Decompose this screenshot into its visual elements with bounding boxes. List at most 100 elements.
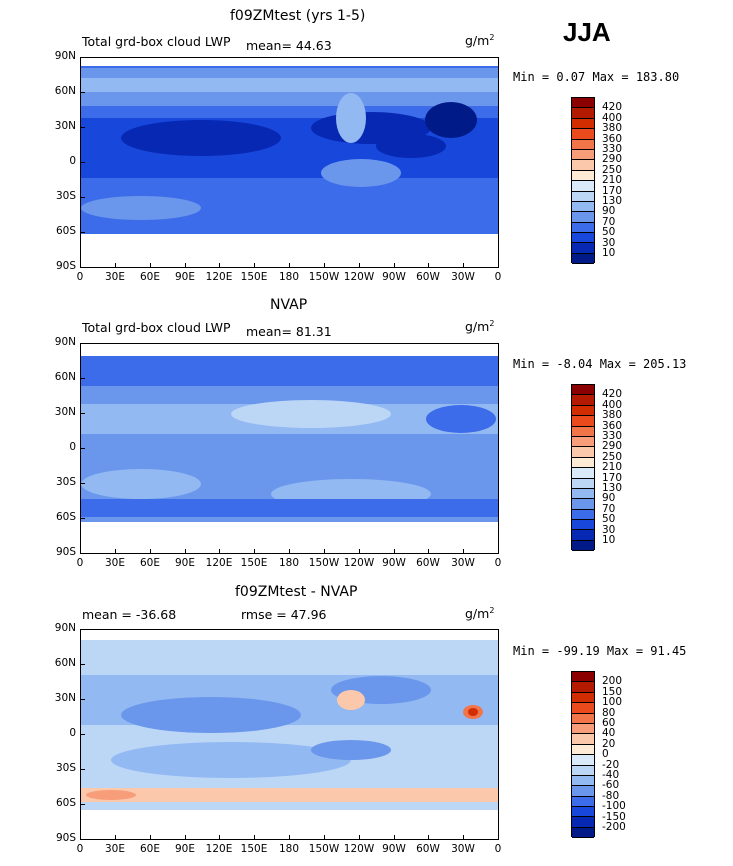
lon-label: 150W <box>308 843 340 855</box>
lon-label: 90W <box>382 843 406 855</box>
colorbar-swatch <box>572 468 594 479</box>
lon-tick <box>324 835 325 840</box>
colorbar-label: 130 <box>602 482 623 494</box>
colorbar-swatch <box>572 744 594 756</box>
mean-label: mean= 81.31 <box>246 324 332 339</box>
colorbar-label: 420 <box>602 388 623 400</box>
lat-label: 30S <box>55 190 76 202</box>
colorbar-swatch <box>572 436 594 448</box>
lon-label: 30W <box>451 271 475 283</box>
lon-tick <box>254 263 255 268</box>
lat-tick <box>80 483 85 484</box>
colorbar-swatch <box>572 426 594 437</box>
lat-label: 60S <box>55 511 76 523</box>
colorbar-label: 80 <box>602 707 616 719</box>
colorbar-swatch <box>572 139 594 150</box>
lon-label: 120W <box>343 557 375 569</box>
lat-tick <box>80 413 85 414</box>
colorbar-swatch <box>572 692 594 704</box>
colorbar-swatch <box>572 734 594 745</box>
colorbar-label: 40 <box>602 727 616 739</box>
colorbar-swatch <box>572 520 594 531</box>
lon-label: 180 <box>278 557 300 569</box>
colorbar-swatch <box>572 796 594 808</box>
map-plot <box>80 343 499 554</box>
lon-tick <box>185 549 186 554</box>
lon-tick <box>115 263 116 268</box>
colorbar-label: 420 <box>602 101 623 113</box>
colorbar-label: 360 <box>602 420 623 432</box>
units-label: g/m2 <box>465 606 495 622</box>
colorbar-label: 250 <box>602 164 623 176</box>
colorbar-swatch <box>572 775 594 787</box>
lon-label: 60W <box>416 271 440 283</box>
lon-tick <box>498 549 499 554</box>
colorbar-label: 0 <box>602 748 609 760</box>
map-field <box>81 630 498 839</box>
colorbar-label: 170 <box>602 472 623 484</box>
lon-label: 90E <box>175 843 195 855</box>
map-plot <box>80 629 499 840</box>
colorbar-label: 170 <box>602 185 623 197</box>
colorbar-label: 360 <box>602 133 623 145</box>
lon-tick <box>289 835 290 840</box>
lon-tick <box>359 549 360 554</box>
lon-tick <box>324 549 325 554</box>
lon-label: 60E <box>140 557 160 569</box>
lat-tick <box>80 232 85 233</box>
colorbar-label: 70 <box>602 216 616 228</box>
lon-tick <box>394 263 395 268</box>
colorbar-label: 50 <box>602 513 616 525</box>
colorbar-label: 150 <box>602 686 623 698</box>
lon-tick <box>394 549 395 554</box>
lon-label: 60E <box>140 271 160 283</box>
lon-label: 0 <box>76 557 84 569</box>
lon-tick <box>185 263 186 268</box>
lat-tick <box>80 734 85 735</box>
lon-tick <box>80 835 81 840</box>
lat-label: 30N <box>54 692 76 704</box>
lon-label: 0 <box>494 843 502 855</box>
units-label: g/m2 <box>465 33 495 49</box>
lon-label: 30E <box>105 271 125 283</box>
colorbar-swatch <box>572 488 594 500</box>
lat-label: 60S <box>55 225 76 237</box>
lon-tick <box>359 835 360 840</box>
lon-tick <box>428 549 429 554</box>
lon-label: 30E <box>105 557 125 569</box>
panel-title: f09ZMtest - NVAP <box>235 584 358 600</box>
map-field <box>81 58 498 267</box>
units-label: g/m2 <box>465 319 495 335</box>
lon-label: 0 <box>494 557 502 569</box>
lon-tick <box>394 835 395 840</box>
colorbar-swatch <box>572 509 594 521</box>
lat-label: 30S <box>55 476 76 488</box>
lat-label: 30S <box>55 762 76 774</box>
colorbar-label: 70 <box>602 503 616 515</box>
lat-tick <box>80 769 85 770</box>
lon-label: 120E <box>205 557 233 569</box>
lat-tick <box>80 448 85 449</box>
colorbar-label: 290 <box>602 153 623 165</box>
colorbar-swatch <box>572 191 594 202</box>
lon-tick <box>498 263 499 268</box>
lon-label: 0 <box>76 843 84 855</box>
colorbar-swatch <box>572 723 594 735</box>
colorbar-label: -100 <box>602 800 626 812</box>
lon-tick <box>463 263 464 268</box>
lon-tick <box>254 835 255 840</box>
lat-label: 0 <box>69 727 76 739</box>
colorbar-swatch <box>572 457 594 469</box>
colorbar-swatch <box>572 170 594 182</box>
lon-tick <box>463 835 464 840</box>
lon-tick <box>428 263 429 268</box>
colorbar <box>571 97 595 265</box>
lat-label: 60N <box>54 371 76 383</box>
lon-tick <box>185 835 186 840</box>
colorbar-label: 30 <box>602 237 616 249</box>
lon-label: 90E <box>175 557 195 569</box>
colorbar-swatch <box>572 713 594 724</box>
lon-tick <box>254 549 255 554</box>
lat-label: 90S <box>55 260 76 272</box>
colorbar-swatch <box>572 212 594 223</box>
